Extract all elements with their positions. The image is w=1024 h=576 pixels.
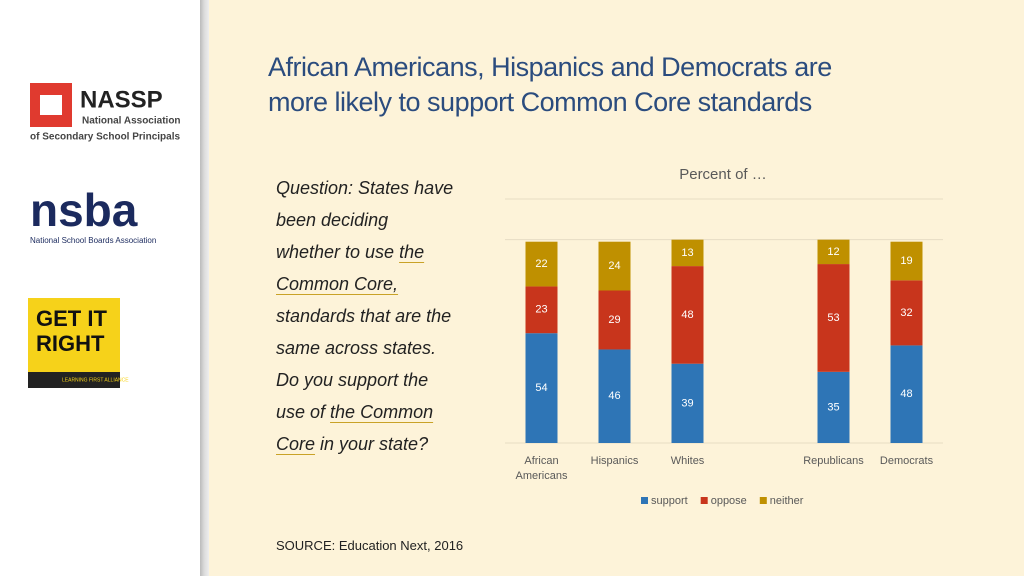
q-line: Core in your state?: [276, 428, 453, 460]
chart-title: Percent of …: [679, 166, 767, 183]
divider: [200, 0, 209, 576]
data-label: 13: [681, 247, 693, 259]
q-line: whether to use the: [276, 236, 453, 268]
q-text: standards that are the: [276, 306, 452, 326]
q-line: same across states.: [276, 332, 453, 364]
q-line: Question: States have: [276, 172, 453, 204]
gir-strip: [28, 372, 120, 388]
x-tick-label: Hispanics: [590, 455, 639, 467]
bar-segment: [671, 266, 704, 364]
bar-segment: [817, 264, 850, 372]
data-label: 46: [608, 390, 620, 402]
q-text: in your state?: [315, 434, 429, 454]
bar-segment: [525, 241, 558, 287]
source: SOURCE: Education Next, 2016: [276, 538, 464, 553]
x-tick-label: Republicans: [803, 455, 864, 467]
legend-label: support: [651, 495, 688, 507]
gir-text: RIGHT: [36, 331, 105, 356]
data-label: 23: [535, 304, 547, 316]
nassp-sub: of Secondary School Principals: [30, 132, 180, 143]
question: Question: States have been deciding whet…: [276, 172, 453, 460]
legend-label: oppose: [711, 495, 747, 507]
gir-sub: LEARNING FIRST ALLIANCE: [62, 377, 129, 383]
title: African Americans, Hispanics and Democra…: [268, 52, 832, 82]
q-underlined: Core: [276, 434, 316, 454]
q-line: use of the Common: [276, 396, 453, 428]
nassp-sub: National Association: [82, 116, 181, 127]
q-line: been deciding: [276, 204, 453, 236]
q-text: whether to use: [276, 242, 400, 262]
bar-segment: [598, 349, 631, 443]
legend-swatch: [641, 497, 648, 504]
x-tick-label: Democrats: [879, 455, 934, 467]
bar-segment: [598, 290, 631, 350]
data-label: 22: [535, 258, 547, 270]
data-label: 35: [827, 401, 839, 413]
data-label: 19: [900, 255, 912, 267]
bar-segment: [817, 371, 850, 443]
data-label: 53: [827, 312, 839, 324]
bar-segment: [525, 333, 558, 443]
q-text: Question: States have: [276, 178, 454, 198]
data-label: 39: [681, 397, 693, 409]
bar-segment: [525, 286, 558, 334]
data-label: 48: [900, 388, 912, 400]
logo-panel: NASSP National Association of Secondary …: [0, 0, 200, 576]
bar-segment: [671, 363, 704, 443]
logos: NASSP National Association of Secondary …: [28, 83, 181, 388]
bar-segment: [817, 239, 850, 265]
q-text: use of: [276, 402, 331, 422]
bar-segment: [598, 241, 631, 291]
title: more likely to support Common Core stand…: [268, 87, 812, 117]
q-text: same across states.: [276, 338, 437, 358]
legend-swatch: [759, 497, 767, 504]
data-label: 32: [900, 307, 912, 319]
data-label: 29: [608, 314, 620, 326]
q-line: Common Core,: [276, 268, 453, 300]
gir-text: GET IT: [36, 306, 107, 331]
nsba-name: nsba: [30, 184, 138, 236]
bar-segment: [890, 280, 923, 346]
data-label: 24: [608, 260, 620, 272]
q-line: standards that are the: [276, 300, 453, 332]
bar-segment: [671, 239, 704, 267]
data-label: 12: [827, 246, 839, 258]
nsba-sub: National School Boards Association: [30, 236, 156, 245]
nassp-icon-mark: [40, 95, 62, 115]
bar-segment: [890, 241, 923, 281]
legend-label: neither: [770, 495, 804, 507]
x-tick-label: Whites: [670, 455, 705, 467]
data-label: 48: [681, 309, 693, 321]
q-underlined: the: [399, 242, 425, 262]
nassp-name: NASSP: [80, 86, 163, 113]
bar-segment: [890, 345, 923, 443]
q-text: been deciding: [276, 210, 389, 230]
x-tick-label: African Americans: [515, 455, 568, 482]
legend-swatch: [700, 497, 708, 504]
data-label: 54: [535, 382, 547, 394]
q-text: Do you support the: [276, 370, 429, 390]
q-underlined: the Common: [330, 402, 434, 422]
q-line: Do you support the: [276, 364, 453, 396]
q-underlined: Common Core,: [276, 274, 399, 294]
